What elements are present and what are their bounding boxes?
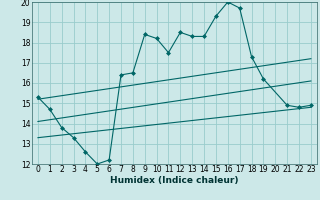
X-axis label: Humidex (Indice chaleur): Humidex (Indice chaleur) — [110, 176, 239, 185]
